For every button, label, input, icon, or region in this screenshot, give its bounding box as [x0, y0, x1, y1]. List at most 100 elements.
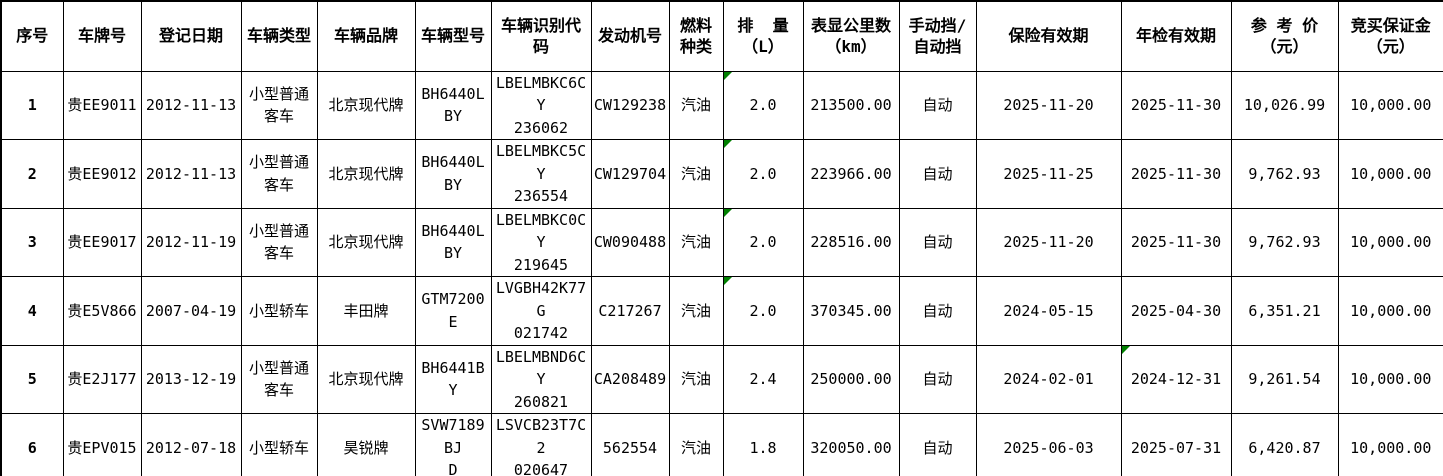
cell-transmission[interactable]: 自动 [898, 344, 977, 414]
cell-index[interactable]: 5 [0, 344, 64, 414]
cell-insurance[interactable]: 2024-05-15 [975, 276, 1122, 346]
cell-odometer[interactable]: 228516.00 [802, 207, 900, 277]
cell-brand[interactable]: 北京现代牌 [316, 207, 416, 277]
cell-fuel[interactable]: 汽油 [668, 344, 724, 414]
cell-type[interactable]: 小型普通 客车 [240, 70, 318, 140]
cell-insurance[interactable]: 2025-11-20 [975, 207, 1122, 277]
cell-brand[interactable]: 丰田牌 [316, 276, 416, 346]
column-header-deposit[interactable]: 竞买保证金 （元） [1337, 0, 1443, 72]
cell-brand[interactable]: 北京现代牌 [316, 139, 416, 209]
cell-deposit[interactable]: 10,000.00 [1337, 70, 1443, 140]
cell-type[interactable]: 小型轿车 [240, 413, 318, 476]
cell-vin[interactable]: LBELMBND6CY 260821 [490, 344, 592, 414]
cell-plate[interactable]: 贵EPV015 [62, 413, 142, 476]
cell-model[interactable]: GTM7200E [414, 276, 492, 346]
cell-price[interactable]: 6,420.87 [1230, 413, 1339, 476]
cell-brand[interactable]: 昊锐牌 [316, 413, 416, 476]
cell-transmission[interactable]: 自动 [898, 139, 977, 209]
cell-deposit[interactable]: 10,000.00 [1337, 139, 1443, 209]
cell-inspection[interactable]: 2024-12-31 [1120, 344, 1232, 414]
cell-model[interactable]: BH6440LBY [414, 139, 492, 209]
cell-price[interactable]: 6,351.21 [1230, 276, 1339, 346]
cell-plate[interactable]: 贵EE9017 [62, 207, 142, 277]
cell-vin[interactable]: LBELMBKC6CY 236062 [490, 70, 592, 140]
cell-fuel[interactable]: 汽油 [668, 276, 724, 346]
cell-price[interactable]: 9,762.93 [1230, 207, 1339, 277]
column-header-reg_date[interactable]: 登记日期 [140, 0, 242, 72]
cell-engine[interactable]: CW129704 [590, 139, 670, 209]
column-header-inspection[interactable]: 年检有效期 [1120, 0, 1232, 72]
column-header-plate[interactable]: 车牌号 [62, 0, 142, 72]
cell-insurance[interactable]: 2025-11-25 [975, 139, 1122, 209]
cell-type[interactable]: 小型普通 客车 [240, 139, 318, 209]
cell-inspection[interactable]: 2025-04-30 [1120, 276, 1232, 346]
cell-deposit[interactable]: 10,000.00 [1337, 207, 1443, 277]
cell-vin[interactable]: LBELMBKC0CY 219645 [490, 207, 592, 277]
cell-fuel[interactable]: 汽油 [668, 70, 724, 140]
cell-inspection[interactable]: 2025-11-30 [1120, 70, 1232, 140]
cell-inspection[interactable]: 2025-11-30 [1120, 139, 1232, 209]
cell-odometer[interactable]: 250000.00 [802, 344, 900, 414]
cell-odometer[interactable]: 213500.00 [802, 70, 900, 140]
cell-inspection[interactable]: 2025-07-31 [1120, 413, 1232, 476]
cell-brand[interactable]: 北京现代牌 [316, 70, 416, 140]
cell-odometer[interactable]: 223966.00 [802, 139, 900, 209]
cell-model[interactable]: BH6441BY [414, 344, 492, 414]
cell-displacement[interactable]: 2.0 [722, 207, 804, 277]
cell-reg_date[interactable]: 2012-11-19 [140, 207, 242, 277]
cell-transmission[interactable]: 自动 [898, 413, 977, 476]
cell-model[interactable]: BH6440LBY [414, 70, 492, 140]
cell-brand[interactable]: 北京现代牌 [316, 344, 416, 414]
cell-displacement[interactable]: 2.0 [722, 70, 804, 140]
cell-model[interactable]: SVW7189BJ D [414, 413, 492, 476]
cell-plate[interactable]: 贵EE9011 [62, 70, 142, 140]
cell-model[interactable]: BH6440LBY [414, 207, 492, 277]
cell-plate[interactable]: 贵E5V866 [62, 276, 142, 346]
cell-transmission[interactable]: 自动 [898, 70, 977, 140]
cell-reg_date[interactable]: 2012-11-13 [140, 70, 242, 140]
cell-fuel[interactable]: 汽油 [668, 207, 724, 277]
cell-type[interactable]: 小型轿车 [240, 276, 318, 346]
cell-vin[interactable]: LSVCB23T7C2 020647 [490, 413, 592, 476]
column-header-engine[interactable]: 发动机号 [590, 0, 670, 72]
column-header-index[interactable]: 序号 [0, 0, 64, 72]
cell-insurance[interactable]: 2024-02-01 [975, 344, 1122, 414]
cell-plate[interactable]: 贵E2J177 [62, 344, 142, 414]
cell-vin[interactable]: LBELMBKC5CY 236554 [490, 139, 592, 209]
cell-transmission[interactable]: 自动 [898, 207, 977, 277]
cell-engine[interactable]: CW090488 [590, 207, 670, 277]
column-header-brand[interactable]: 车辆品牌 [316, 0, 416, 72]
cell-deposit[interactable]: 10,000.00 [1337, 276, 1443, 346]
cell-reg_date[interactable]: 2012-07-18 [140, 413, 242, 476]
cell-odometer[interactable]: 320050.00 [802, 413, 900, 476]
cell-type[interactable]: 小型普通 客车 [240, 344, 318, 414]
cell-engine[interactable]: CW129238 [590, 70, 670, 140]
column-header-price[interactable]: 参 考 价 （元） [1230, 0, 1339, 72]
column-header-vin[interactable]: 车辆识别代 码 [490, 0, 592, 72]
column-header-odometer[interactable]: 表显公里数 （km） [802, 0, 900, 72]
cell-deposit[interactable]: 10,000.00 [1337, 413, 1443, 476]
cell-insurance[interactable]: 2025-06-03 [975, 413, 1122, 476]
cell-odometer[interactable]: 370345.00 [802, 276, 900, 346]
cell-index[interactable]: 4 [0, 276, 64, 346]
column-header-model[interactable]: 车辆型号 [414, 0, 492, 72]
cell-displacement[interactable]: 2.0 [722, 276, 804, 346]
cell-index[interactable]: 3 [0, 207, 64, 277]
cell-displacement[interactable]: 2.4 [722, 344, 804, 414]
cell-deposit[interactable]: 10,000.00 [1337, 344, 1443, 414]
cell-engine[interactable]: C217267 [590, 276, 670, 346]
cell-reg_date[interactable]: 2007-04-19 [140, 276, 242, 346]
cell-type[interactable]: 小型普通 客车 [240, 207, 318, 277]
cell-displacement[interactable]: 1.8 [722, 413, 804, 476]
cell-transmission[interactable]: 自动 [898, 276, 977, 346]
cell-index[interactable]: 2 [0, 139, 64, 209]
cell-price[interactable]: 9,261.54 [1230, 344, 1339, 414]
cell-reg_date[interactable]: 2013-12-19 [140, 344, 242, 414]
cell-index[interactable]: 1 [0, 70, 64, 140]
cell-price[interactable]: 10,026.99 [1230, 70, 1339, 140]
cell-fuel[interactable]: 汽油 [668, 413, 724, 476]
cell-inspection[interactable]: 2025-11-30 [1120, 207, 1232, 277]
cell-engine[interactable]: CA208489 [590, 344, 670, 414]
cell-insurance[interactable]: 2025-11-20 [975, 70, 1122, 140]
cell-fuel[interactable]: 汽油 [668, 139, 724, 209]
